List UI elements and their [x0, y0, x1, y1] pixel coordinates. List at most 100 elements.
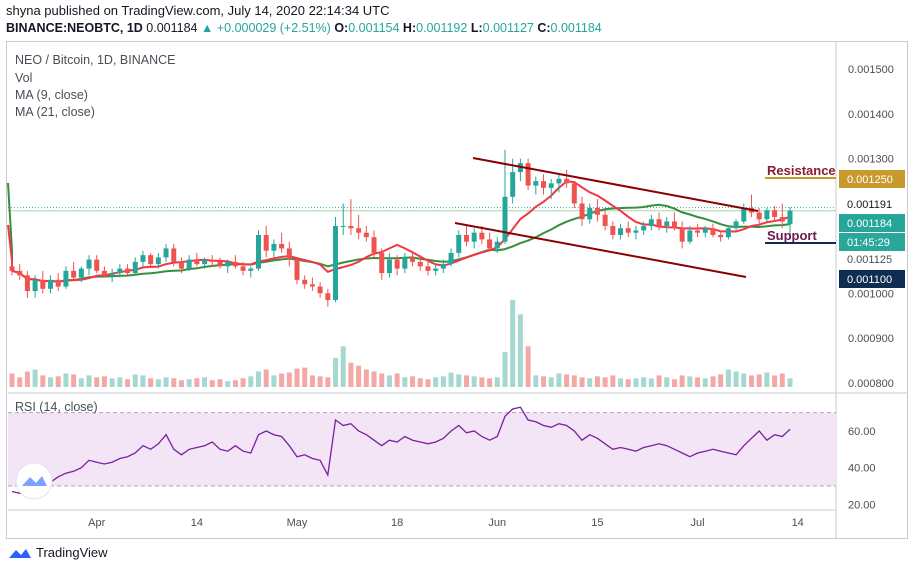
candle-body — [733, 221, 739, 229]
candle-body — [448, 252, 454, 265]
volume-bar — [302, 367, 308, 387]
candle-body — [94, 259, 100, 271]
price-tag — [839, 270, 905, 288]
x-tick-label: 15 — [591, 517, 603, 529]
volume-bar — [664, 377, 670, 387]
channel-upper-line — [472, 157, 759, 212]
volume-bar — [772, 375, 778, 387]
volume-bar — [240, 378, 246, 387]
candle-body — [671, 221, 677, 229]
candle-body — [340, 225, 346, 227]
volume-bar — [502, 352, 508, 387]
volume-bar — [271, 375, 277, 387]
change-value: +0.000029 (+2.51%) — [216, 21, 331, 35]
volume-bar — [32, 369, 38, 387]
candle-body — [178, 261, 184, 269]
candle-body — [217, 261, 223, 267]
candle-body — [494, 241, 500, 249]
candle-body — [302, 279, 308, 285]
candle-body — [410, 257, 416, 262]
footer-brand-label: TradingView — [36, 545, 108, 560]
volume-bar — [309, 375, 315, 387]
volume-bar — [117, 377, 123, 387]
volume-bar — [125, 379, 131, 387]
candle-body — [371, 237, 377, 253]
volume-bar — [356, 365, 362, 387]
volume-bar — [94, 377, 100, 387]
volume-bar — [741, 373, 747, 387]
volume-bar — [764, 372, 770, 387]
volume-bar — [178, 380, 184, 387]
candle-body — [610, 225, 616, 235]
volume-bar — [541, 376, 547, 387]
candle-body — [309, 284, 315, 287]
low-value: 0.001127 — [482, 21, 534, 35]
volume-bar — [625, 379, 631, 387]
candle-body — [40, 279, 46, 289]
volume-bar — [494, 377, 500, 387]
candle-body — [533, 181, 539, 186]
volume-bar — [702, 378, 708, 387]
candle-body — [687, 230, 693, 242]
footer-brand[interactable]: TradingView — [8, 545, 108, 560]
candle-body — [325, 293, 331, 301]
volume-bar — [40, 375, 46, 387]
price-tag — [839, 233, 905, 251]
price-tag-label: 0.001250 — [847, 174, 893, 186]
volume-bar — [333, 357, 339, 387]
volume-bar — [602, 377, 608, 387]
volume-bar — [9, 373, 15, 387]
rsi-line — [11, 406, 791, 495]
candle-body — [186, 259, 192, 269]
candle-body — [471, 232, 477, 242]
volume-bar — [587, 378, 593, 387]
volume-bar — [55, 376, 61, 387]
volume-bar — [579, 377, 585, 387]
candle-body — [148, 255, 154, 265]
publish-line: shyna published on TradingView.com, July… — [6, 3, 390, 18]
volume-bar — [294, 368, 300, 387]
volume-bar — [756, 374, 762, 387]
candle-body — [425, 266, 431, 271]
candle-body — [702, 228, 708, 233]
candle-body — [71, 270, 77, 278]
volume-bar — [710, 376, 716, 387]
candle-body — [756, 212, 762, 220]
candle-body — [695, 230, 701, 233]
candle-body — [271, 243, 277, 251]
volume-bar — [363, 369, 369, 387]
candle-body — [402, 257, 408, 269]
candle-body — [248, 268, 254, 271]
candle-body — [725, 228, 731, 238]
y-tick-label: 0.001300 — [848, 154, 894, 166]
volume-bar — [718, 374, 724, 387]
y-tick-label: 0.001400 — [848, 109, 894, 121]
candle-body — [510, 172, 516, 197]
support-label: Support — [767, 228, 817, 243]
volume-bar — [471, 376, 477, 387]
x-tick-label: Jun — [488, 517, 506, 529]
volume-bar — [71, 374, 77, 387]
volume-bar — [525, 346, 531, 387]
candle-body — [232, 261, 238, 267]
volume-bar — [440, 376, 446, 387]
candle-body — [394, 259, 400, 269]
ohlc-line: BINANCE:NEOBTC, 1D 0.001184 ▲ +0.000029 … — [6, 21, 602, 35]
volume-bar — [317, 376, 323, 387]
price-tag-label: 01:45:29 — [847, 237, 890, 249]
candle-body — [764, 210, 770, 220]
high-label: H: — [402, 21, 417, 35]
candle-body — [618, 228, 624, 235]
low-label: L: — [470, 21, 483, 35]
candle-body — [356, 228, 362, 233]
candle-body — [132, 261, 138, 274]
volume-bar — [140, 375, 146, 387]
price-tag — [839, 214, 905, 232]
rsi-tick-label: 60.00 — [848, 426, 876, 438]
candle-body — [602, 214, 608, 226]
y-tick-label: 0.000900 — [848, 333, 894, 345]
y-tick-label: 0.001500 — [848, 64, 894, 76]
chart-frame[interactable] — [6, 41, 908, 539]
resistance-label: Resistance — [767, 163, 836, 178]
